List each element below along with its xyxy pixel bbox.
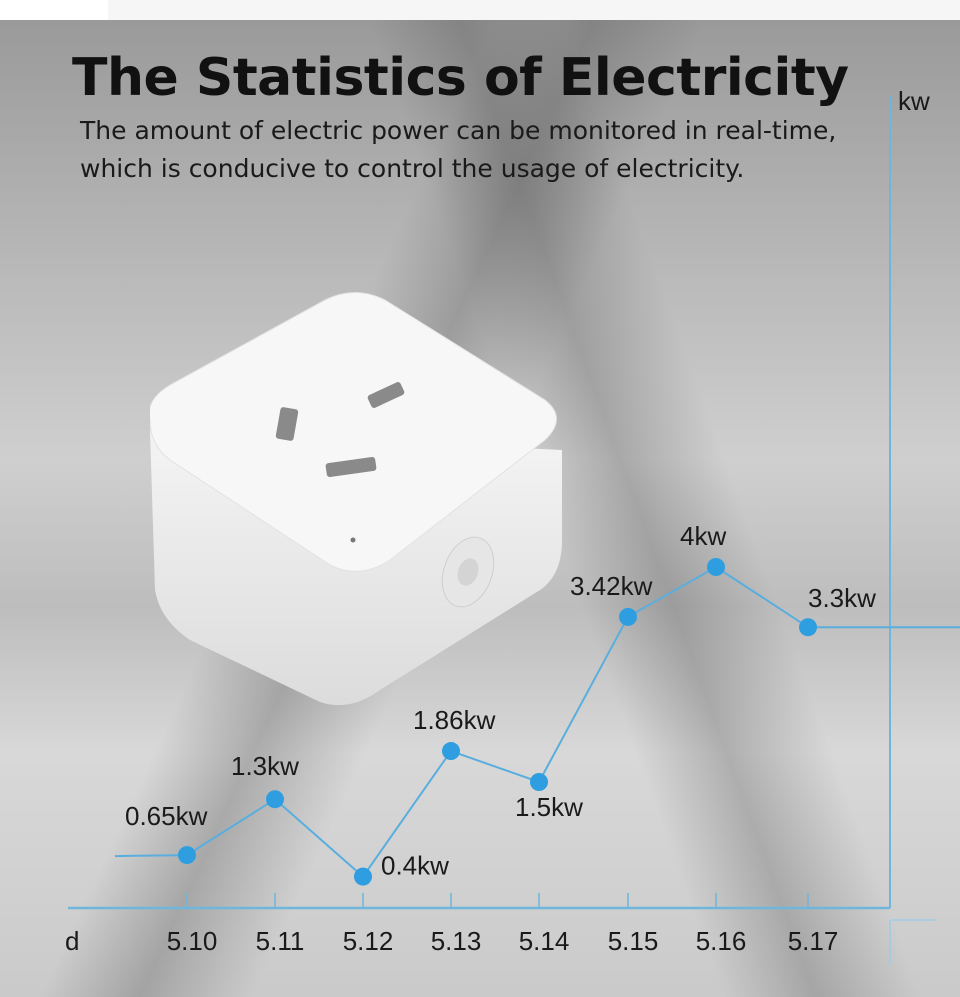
data-point	[530, 773, 548, 791]
y-axis-label: kw	[898, 86, 930, 116]
data-label: 4kw	[680, 521, 726, 551]
x-tick-label: 5.12	[343, 926, 394, 956]
data-label: 1.86kw	[413, 705, 496, 735]
x-tick-label: 5.15	[608, 926, 659, 956]
data-label: 0.4kw	[381, 851, 449, 881]
data-point	[799, 618, 817, 637]
data-point	[442, 742, 460, 761]
x-tick-label: 5.13	[431, 926, 482, 956]
x-tick-label: 5.17	[788, 926, 839, 956]
subtitle-line-1: The amount of electric power can be moni…	[80, 116, 837, 145]
x-tick-label: 5.14	[519, 926, 570, 956]
page-title: The Statistics of Electricity	[72, 48, 849, 108]
data-point	[178, 846, 196, 865]
data-label: 1.3kw	[231, 751, 299, 781]
data-label: 3.42kw	[570, 571, 653, 601]
top-strip	[108, 0, 960, 20]
data-point	[707, 558, 725, 576]
series-line	[186, 565, 809, 879]
data-point	[266, 790, 284, 809]
data-point	[354, 867, 372, 886]
data-label: 1.5kw	[515, 792, 583, 822]
data-point	[619, 607, 637, 626]
data-label: 0.65kw	[125, 801, 208, 831]
x-tick-label: 5.10	[167, 926, 218, 956]
series-lead-in-line	[114, 854, 188, 858]
x-tick-label: 5.11	[256, 926, 305, 956]
subtitle-line-2: which is conducive to control the usage …	[80, 154, 745, 183]
data-label: 3.3kw	[808, 583, 876, 613]
x-axis-label: d	[65, 926, 79, 956]
x-tick-label: 5.16	[696, 926, 747, 956]
smart-plug-image	[150, 292, 562, 706]
